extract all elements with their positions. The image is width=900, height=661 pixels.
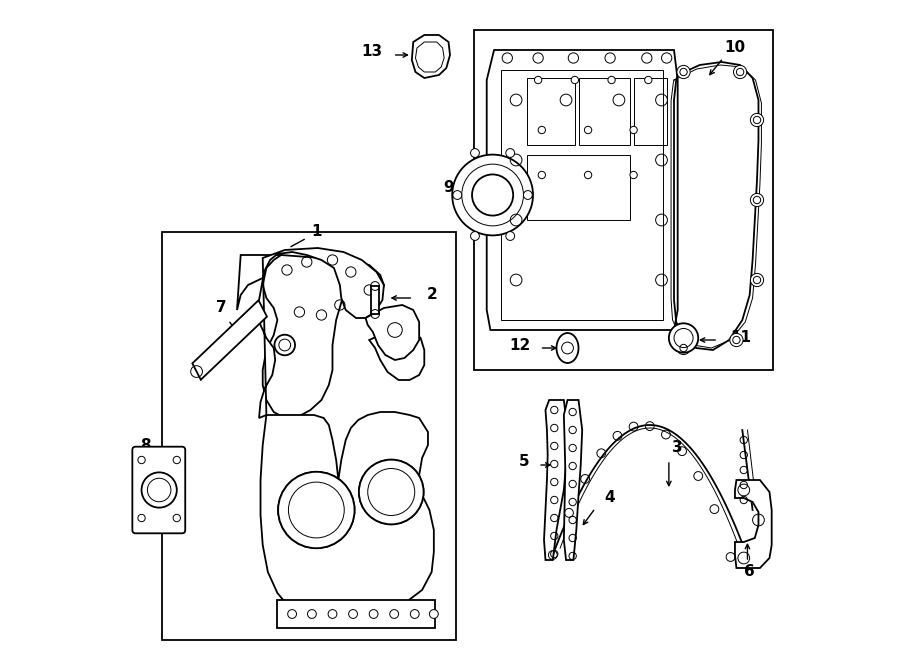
Polygon shape bbox=[563, 400, 582, 560]
Circle shape bbox=[453, 190, 462, 200]
Bar bbox=[473, 30, 773, 370]
Circle shape bbox=[524, 190, 532, 200]
Circle shape bbox=[730, 333, 743, 346]
Bar bbox=[162, 232, 456, 640]
Polygon shape bbox=[237, 255, 328, 318]
Text: 7: 7 bbox=[215, 301, 226, 315]
Circle shape bbox=[584, 126, 591, 134]
Text: 3: 3 bbox=[671, 440, 682, 455]
Circle shape bbox=[584, 171, 591, 178]
Circle shape bbox=[734, 65, 747, 79]
Text: 11: 11 bbox=[731, 330, 752, 346]
Circle shape bbox=[471, 231, 480, 241]
FancyBboxPatch shape bbox=[132, 447, 185, 533]
Polygon shape bbox=[193, 300, 267, 379]
Polygon shape bbox=[412, 35, 450, 78]
Polygon shape bbox=[735, 480, 771, 568]
Circle shape bbox=[308, 609, 316, 619]
Text: 6: 6 bbox=[744, 564, 755, 580]
Text: 12: 12 bbox=[509, 338, 531, 354]
Text: 9: 9 bbox=[443, 180, 454, 196]
Polygon shape bbox=[263, 255, 384, 418]
Circle shape bbox=[278, 472, 355, 548]
Circle shape bbox=[677, 341, 690, 354]
Ellipse shape bbox=[556, 333, 579, 363]
Polygon shape bbox=[369, 330, 424, 380]
Circle shape bbox=[751, 114, 763, 127]
Circle shape bbox=[506, 231, 515, 241]
Circle shape bbox=[471, 149, 480, 157]
Circle shape bbox=[538, 171, 545, 178]
Circle shape bbox=[572, 76, 579, 84]
Circle shape bbox=[452, 155, 533, 235]
Polygon shape bbox=[260, 412, 434, 622]
Text: 2: 2 bbox=[427, 288, 437, 303]
Circle shape bbox=[751, 194, 763, 207]
Circle shape bbox=[359, 459, 424, 524]
Circle shape bbox=[751, 274, 763, 287]
Circle shape bbox=[348, 609, 357, 619]
Polygon shape bbox=[365, 305, 419, 360]
Circle shape bbox=[535, 76, 542, 84]
Circle shape bbox=[506, 149, 515, 157]
Circle shape bbox=[630, 126, 637, 134]
Circle shape bbox=[410, 609, 419, 619]
Circle shape bbox=[359, 459, 424, 524]
Polygon shape bbox=[277, 600, 436, 628]
Circle shape bbox=[369, 609, 378, 619]
Polygon shape bbox=[544, 400, 568, 560]
Polygon shape bbox=[487, 50, 678, 330]
Text: 8: 8 bbox=[140, 438, 150, 453]
Text: 4: 4 bbox=[604, 490, 615, 506]
Circle shape bbox=[429, 609, 438, 619]
Text: 13: 13 bbox=[361, 44, 382, 59]
Circle shape bbox=[279, 339, 291, 351]
Circle shape bbox=[390, 609, 399, 619]
Text: 5: 5 bbox=[518, 455, 529, 469]
Circle shape bbox=[278, 472, 355, 548]
Circle shape bbox=[630, 171, 637, 178]
Polygon shape bbox=[257, 248, 384, 418]
Polygon shape bbox=[371, 286, 380, 314]
Circle shape bbox=[562, 342, 573, 354]
Circle shape bbox=[669, 323, 698, 353]
Circle shape bbox=[608, 76, 616, 84]
Circle shape bbox=[538, 126, 545, 134]
Circle shape bbox=[288, 609, 296, 619]
Circle shape bbox=[141, 473, 176, 508]
Text: 10: 10 bbox=[724, 40, 745, 56]
Circle shape bbox=[644, 76, 652, 84]
Circle shape bbox=[328, 609, 337, 619]
Circle shape bbox=[677, 65, 690, 79]
Text: 1: 1 bbox=[311, 225, 321, 239]
